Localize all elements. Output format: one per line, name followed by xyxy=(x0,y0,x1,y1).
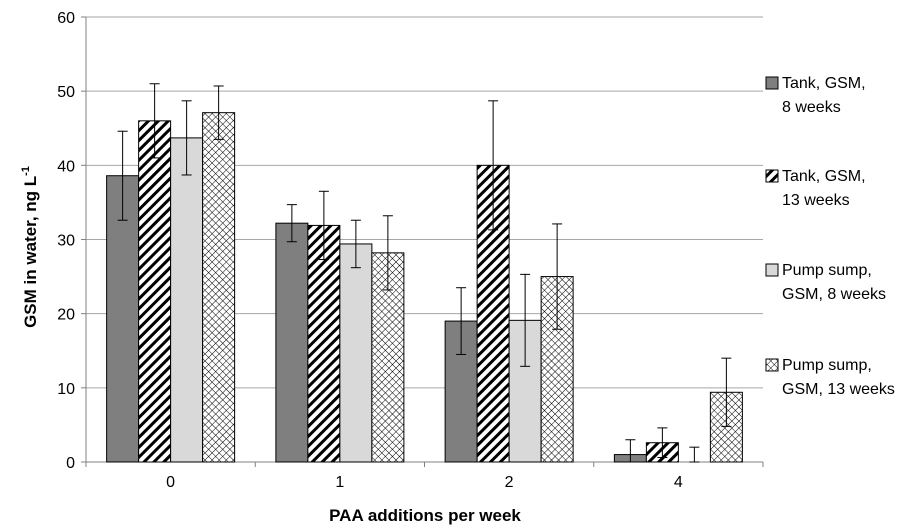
x-tick-label: 0 xyxy=(166,474,175,491)
bar xyxy=(106,175,140,463)
legend-label: GSM, 8 weeks xyxy=(782,286,886,303)
legend-label: 13 weeks xyxy=(782,192,850,209)
y-tick-label: 30 xyxy=(57,233,75,250)
legend-label: Tank, GSM, xyxy=(782,168,866,185)
y-tick-label: 10 xyxy=(57,381,75,398)
bar xyxy=(307,224,341,463)
bar xyxy=(202,112,236,463)
y-tick-label: 60 xyxy=(57,10,75,27)
legend-label: Pump sump, xyxy=(782,357,872,374)
legend-swatch xyxy=(765,263,779,277)
legend-swatch xyxy=(765,169,779,183)
x-tick-label: 1 xyxy=(335,474,344,491)
legend-label: Pump sump, xyxy=(782,262,872,279)
legend-swatch xyxy=(765,76,779,90)
bar xyxy=(138,120,172,463)
y-axis-title-superscript: -1 xyxy=(20,166,32,176)
x-tick-label: 2 xyxy=(505,474,514,491)
bar xyxy=(275,222,309,463)
y-tick-label: 0 xyxy=(66,455,75,472)
y-tick-label: 20 xyxy=(57,307,75,324)
bar xyxy=(170,137,204,463)
x-axis-title: PAA additions per week xyxy=(329,506,521,525)
legend: Tank, GSM, 8 weeks Tank, GSM, 13 weeks Pump … xyxy=(765,75,895,398)
tick-labels: 0 10 20 30 40 50 60 0 1 2 4 xyxy=(57,10,683,491)
legend-label: 8 weeks xyxy=(782,99,841,116)
x-tick-label: 4 xyxy=(674,474,683,491)
y-tick-label: 50 xyxy=(57,84,75,101)
legend-swatch xyxy=(765,358,779,372)
y-tick-label: 40 xyxy=(57,158,75,175)
y-axis-title: GSM in water, ng L-1 xyxy=(20,166,40,328)
legend-label: GSM, 13 weeks xyxy=(782,381,895,398)
error-bars xyxy=(117,83,732,463)
legend-label: Tank, GSM, xyxy=(782,75,866,92)
y-axis-title-main: GSM in water, ng L xyxy=(21,176,40,328)
bar xyxy=(339,243,373,463)
